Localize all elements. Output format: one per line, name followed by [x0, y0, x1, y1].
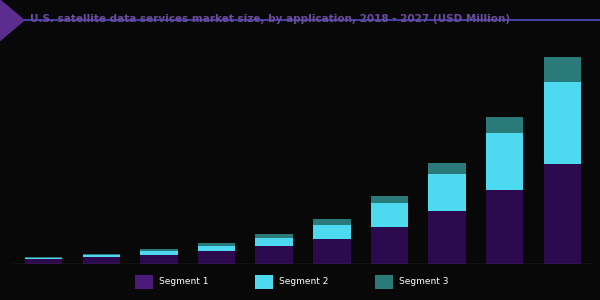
Bar	[256, 246, 293, 264]
Bar	[256, 234, 293, 238]
Bar	[198, 243, 235, 246]
Bar	[198, 251, 235, 264]
Bar	[486, 117, 523, 133]
Bar	[140, 251, 178, 255]
Bar	[140, 255, 178, 264]
Bar	[83, 254, 120, 255]
Bar	[25, 257, 62, 258]
Bar	[371, 227, 408, 264]
Bar	[140, 249, 178, 251]
Bar	[313, 238, 350, 264]
Bar	[198, 246, 235, 251]
Bar	[486, 190, 523, 264]
Polygon shape	[0, 0, 24, 40]
Bar	[371, 203, 408, 227]
Bar	[544, 164, 581, 264]
Bar	[83, 255, 120, 257]
Bar	[313, 219, 350, 224]
Bar	[375, 275, 393, 289]
Text: Segment 2: Segment 2	[279, 278, 328, 286]
Bar	[544, 82, 581, 164]
Bar	[25, 258, 62, 259]
Bar	[313, 224, 350, 239]
Bar	[544, 57, 581, 82]
Text: U.S. satellite data services market size, by application, 2018 - 2027 (USD Milli: U.S. satellite data services market size…	[30, 14, 510, 24]
Text: Segment 3: Segment 3	[399, 278, 449, 286]
Bar	[486, 133, 523, 190]
Bar	[25, 259, 62, 264]
Bar	[428, 163, 466, 174]
Bar	[83, 257, 120, 264]
Bar	[256, 238, 293, 246]
Bar	[428, 174, 466, 211]
Bar	[255, 275, 273, 289]
Bar	[428, 211, 466, 264]
Bar	[371, 196, 408, 203]
Bar	[135, 275, 153, 289]
Text: Segment 1: Segment 1	[159, 278, 209, 286]
